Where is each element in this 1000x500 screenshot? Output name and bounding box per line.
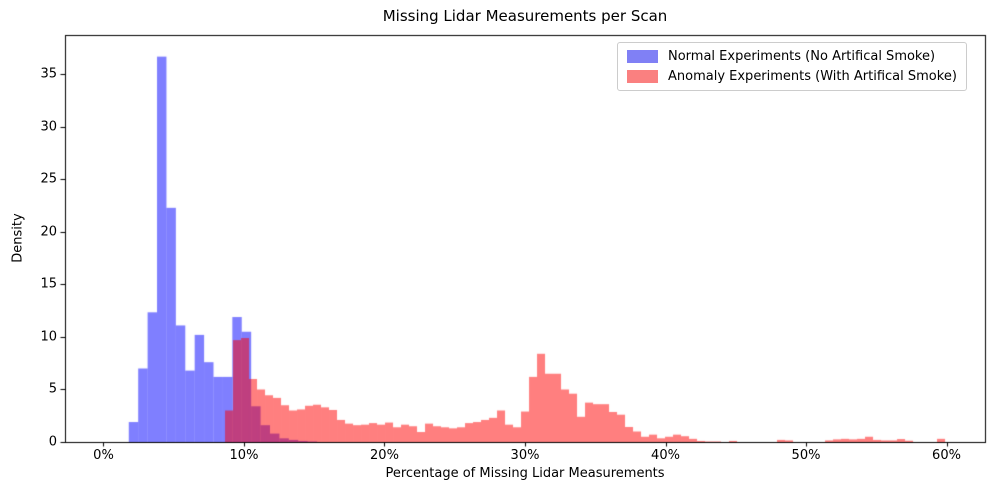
x-tick-label: 20% [370, 448, 399, 463]
y-tick-label: 0 [48, 434, 57, 450]
y-tick-label: 10 [40, 329, 57, 345]
x-tick-label: 10% [229, 448, 259, 463]
x-tick-label: 50% [791, 448, 821, 463]
x-tick-label: 30% [510, 448, 540, 463]
x-tick-label: 0% [93, 448, 114, 463]
legend: Normal Experiments (No Artifical Smoke) … [617, 42, 967, 91]
legend-label-anomaly: Anomaly Experiments (With Artifical Smok… [668, 69, 957, 84]
y-tick-label: 30 [40, 119, 57, 135]
y-tick-label: 35 [40, 66, 57, 82]
y-tick-label: 25 [40, 171, 57, 187]
legend-label-normal: Normal Experiments (No Artifical Smoke) [668, 49, 936, 64]
legend-swatch-anomaly-icon [627, 70, 658, 83]
y-tick-label: 15 [40, 276, 57, 292]
chart-title: Missing Lidar Measurements per Scan [382, 7, 668, 25]
y-tick-label: 5 [48, 381, 57, 397]
legend-swatch-normal-icon [627, 50, 658, 63]
x-tick-label: 60% [932, 448, 961, 463]
legend-row-normal: Normal Experiments (No Artifical Smoke) [627, 49, 957, 64]
y-tick-label: 20 [40, 224, 57, 240]
legend-row-anomaly: Anomaly Experiments (With Artifical Smok… [627, 69, 957, 84]
x-axis-label: Percentage of Missing Lidar Measurements [385, 466, 665, 481]
y-axis-label: Density [10, 213, 26, 263]
x-tick-label: 40% [651, 448, 680, 463]
